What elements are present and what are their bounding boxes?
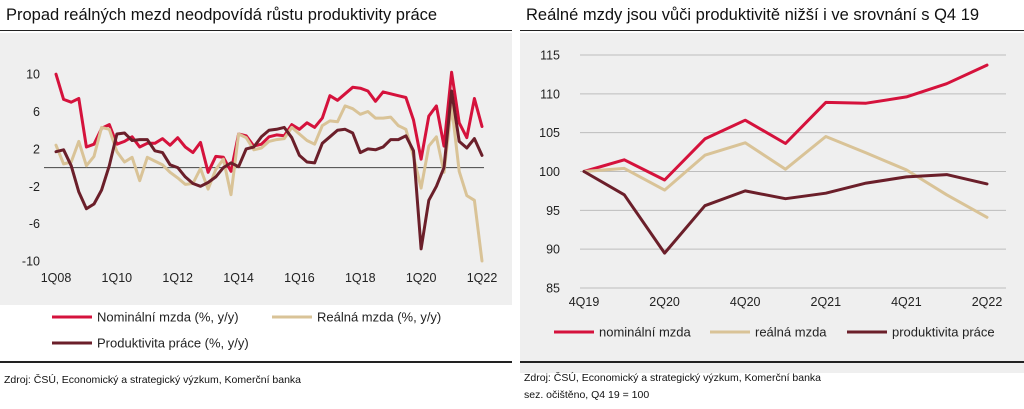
y-tick-label: 115 bbox=[540, 49, 560, 63]
y-tick-label: -10 bbox=[22, 255, 40, 269]
x-tick-label: 1Q18 bbox=[345, 271, 376, 285]
series-line-1 bbox=[54, 70, 484, 174]
legend-label-1: Nominální mzda (%, y/y) bbox=[97, 310, 239, 325]
right-line-chart: 115 110 105 100 95 90 85 4Q19 2Q20 4Q20 2Q21 4Q21 2Q… bbox=[539, 49, 1006, 340]
y-tick-label: 10 bbox=[26, 68, 40, 82]
series-line-3 bbox=[54, 89, 484, 251]
right-source-text: Zdroj: ČSÚ, Economický a strategický výz… bbox=[524, 372, 822, 384]
x-tick-label: 1Q12 bbox=[162, 271, 193, 285]
series-line-1 bbox=[582, 63, 989, 182]
right-chart-title: Reálné mzdy jsou vůči produktivitě nižší… bbox=[526, 6, 980, 24]
y-tick-label: -2 bbox=[29, 180, 40, 194]
right-source-rule bbox=[520, 361, 1024, 363]
y-tick-label: 105 bbox=[539, 126, 560, 140]
legend-label-2: Reálná mzda (%, y/y) bbox=[317, 310, 441, 325]
x-tick-label: 4Q20 bbox=[730, 295, 761, 309]
y-tick-label: 6 bbox=[33, 105, 40, 119]
right-note-text: sez. očištěno, Q4 19 = 100 bbox=[524, 389, 650, 401]
x-tick-label: 2Q21 bbox=[811, 295, 842, 309]
series-line-2 bbox=[582, 135, 989, 219]
y-tick-label: -6 bbox=[29, 217, 40, 231]
legend-label-3: produktivita práce bbox=[892, 325, 995, 340]
x-tick-label: 1Q08 bbox=[41, 271, 72, 285]
left-chart-area bbox=[0, 33, 512, 305]
left-title-rule bbox=[0, 30, 512, 31]
x-tick-label: 4Q19 bbox=[569, 295, 600, 309]
left-source-rule bbox=[0, 361, 512, 363]
x-tick-label: 2Q22 bbox=[972, 295, 1003, 309]
x-tick-label: 2Q20 bbox=[649, 295, 680, 309]
y-tick-label: 95 bbox=[546, 204, 560, 218]
y-tick-label: 100 bbox=[539, 165, 560, 179]
y-tick-label: 90 bbox=[546, 243, 560, 257]
right-title-rule bbox=[520, 30, 1024, 31]
left-chart-title: Propad reálných mezd neodpovídá růstu pr… bbox=[6, 6, 438, 24]
x-tick-label: 1Q16 bbox=[284, 271, 315, 285]
left-source-text: Zdroj: ČSÚ, Economický a strategický výz… bbox=[4, 374, 302, 386]
y-tick-label: 110 bbox=[540, 87, 560, 101]
right-chart-area bbox=[520, 33, 1024, 373]
y-tick-label: 2 bbox=[33, 142, 40, 156]
x-tick-label: 1Q10 bbox=[102, 271, 133, 285]
x-tick-label: 4Q21 bbox=[891, 295, 922, 309]
legend-label-1: nominální mzda bbox=[599, 325, 692, 340]
right-chart-panel: Reálné mzdy jsou vůči produktivitě nižší… bbox=[520, 0, 1024, 409]
x-tick-label: 1Q22 bbox=[467, 271, 498, 285]
x-tick-label: 1Q14 bbox=[223, 271, 254, 285]
series-line-3 bbox=[582, 170, 989, 255]
legend-label-3: Produktivita práce (%, y/y) bbox=[97, 336, 249, 351]
legend-label-2: reálná mzda bbox=[755, 325, 827, 340]
x-tick-label: 1Q20 bbox=[406, 271, 437, 285]
left-chart-panel: Propad reálných mezd neodpovídá růstu pr… bbox=[0, 6, 512, 386]
y-tick-label: 85 bbox=[546, 282, 560, 296]
